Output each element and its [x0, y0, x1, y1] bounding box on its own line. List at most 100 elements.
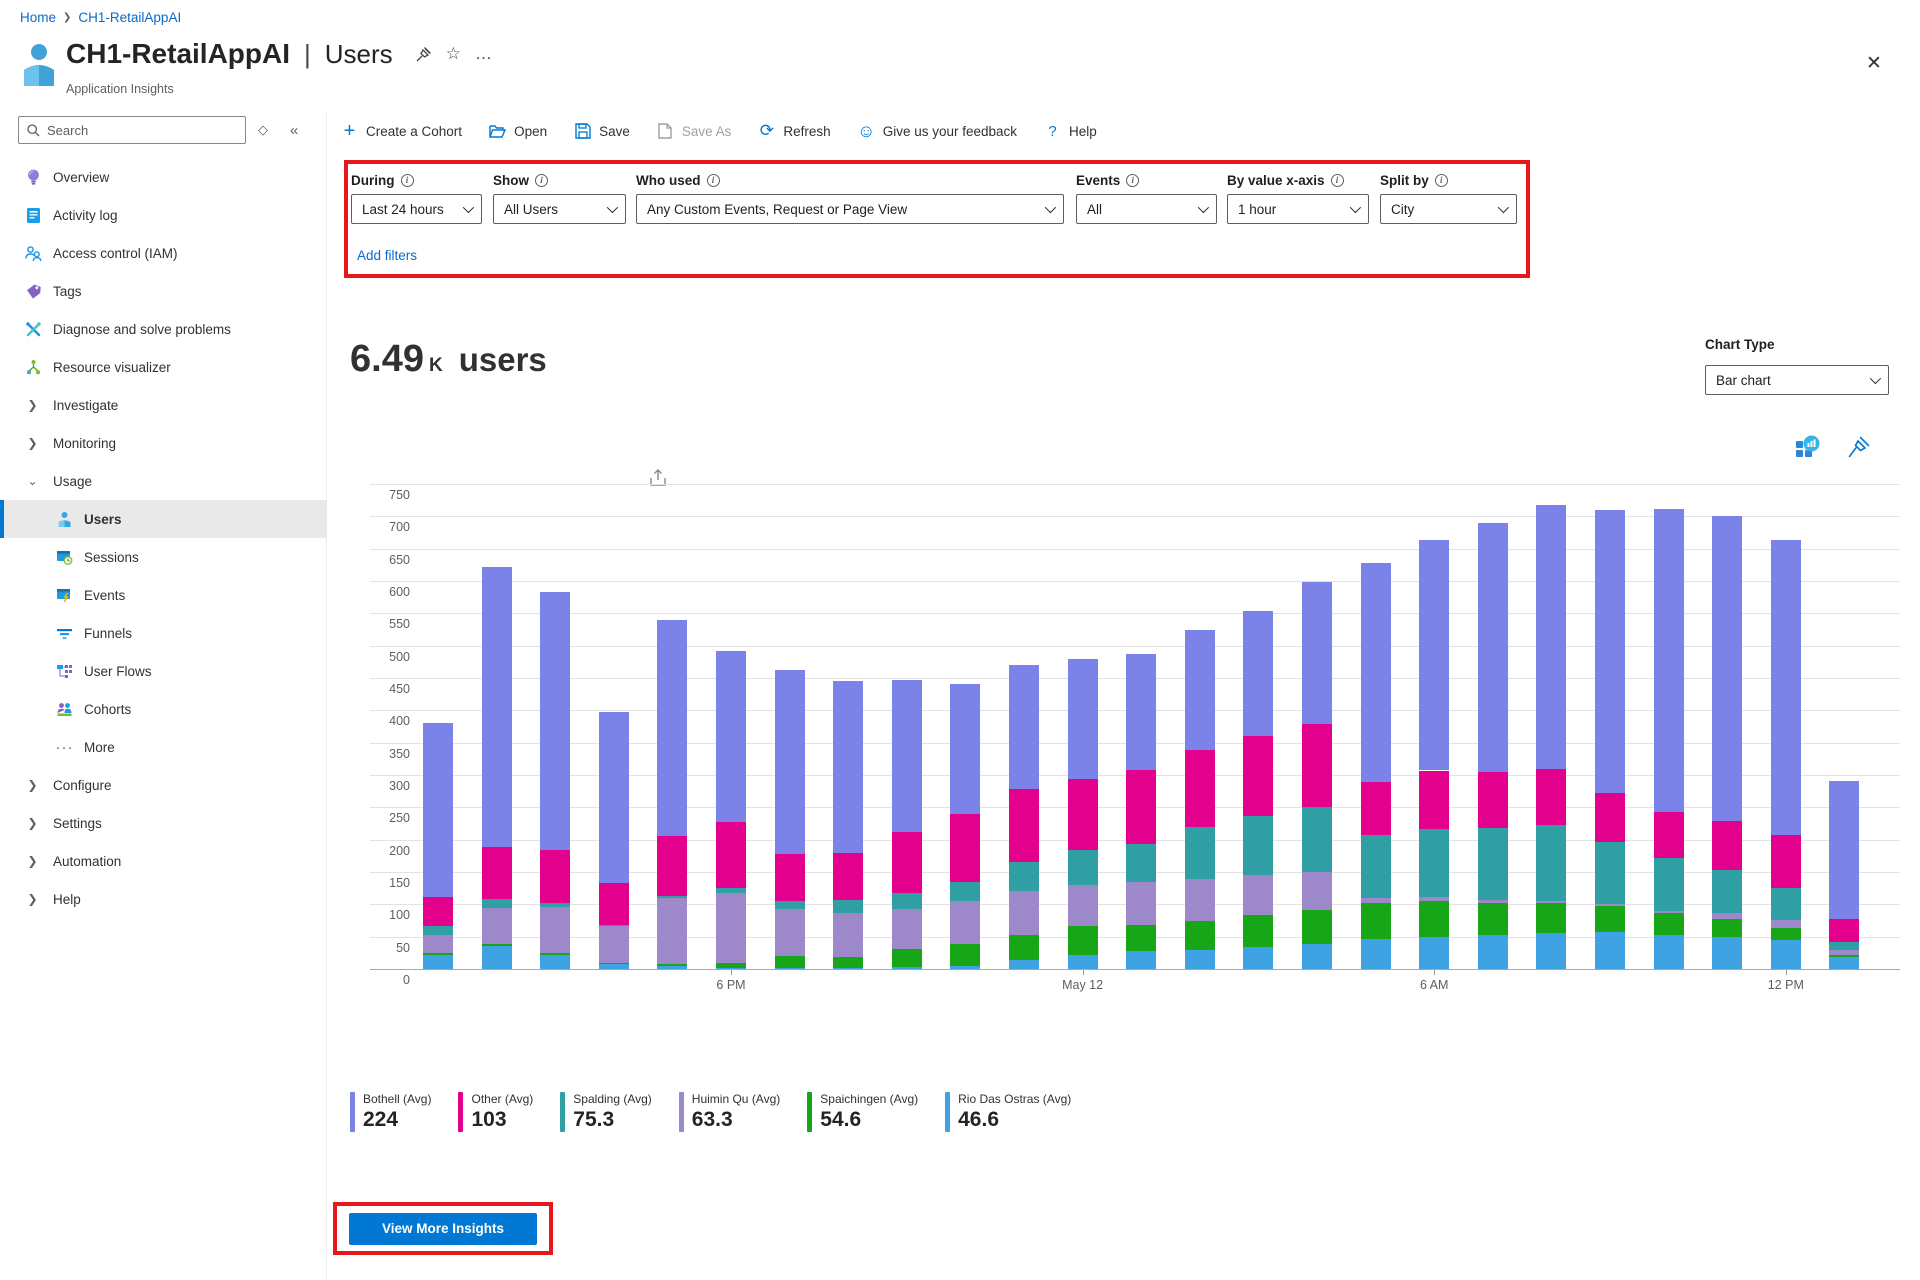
breadcrumb-home-link[interactable]: Home — [20, 10, 57, 25]
bar-segment-spalding-avg-[interactable] — [716, 888, 746, 893]
bar[interactable] — [1829, 781, 1860, 969]
bar-segment-huimin-qu-avg-[interactable] — [423, 934, 453, 953]
bar-segment-other-avg-[interactable] — [1829, 918, 1860, 942]
bar-segment-bothell-avg-[interactable] — [950, 684, 981, 815]
bar-segment-huimin-qu-avg-[interactable] — [950, 901, 981, 944]
bar-segment-huimin-qu-avg-[interactable] — [1009, 891, 1039, 936]
bar-segment-other-avg-[interactable] — [657, 836, 688, 896]
bar-segment-other-avg-[interactable] — [1653, 811, 1684, 858]
bar-segment-bothell-avg-[interactable] — [716, 650, 746, 822]
bar-segment-huimin-qu-avg-[interactable] — [1302, 872, 1332, 910]
bar-segment-other-avg-[interactable] — [1009, 789, 1039, 863]
sidebar-item-events[interactable]: Events — [0, 576, 327, 614]
bar-segment-spaichingen-avg-[interactable] — [1067, 926, 1098, 955]
bar[interactable] — [540, 592, 571, 969]
bar-segment-spalding-avg-[interactable] — [657, 895, 688, 898]
bar-segment-huimin-qu-avg-[interactable] — [833, 913, 864, 958]
bar-segment-other-avg-[interactable] — [540, 850, 571, 904]
bar-segment-bothell-avg-[interactable] — [1712, 516, 1743, 821]
sidebar-item-diagnose[interactable]: Diagnose and solve problems — [0, 310, 327, 348]
bar-segment-spalding-avg-[interactable] — [1009, 862, 1039, 892]
sidebar-group-settings[interactable]: ❯ Settings — [0, 804, 327, 842]
sidebar-item-funnels[interactable]: Funnels — [0, 614, 327, 652]
bar-segment-spaichingen-avg-[interactable] — [1653, 913, 1684, 936]
bar-segment-other-avg-[interactable] — [1712, 820, 1743, 871]
bar-segment-spaichingen-avg-[interactable] — [1126, 925, 1157, 951]
bar[interactable] — [774, 670, 805, 969]
bar-segment-rio-das-ostras-avg-[interactable] — [1477, 935, 1508, 969]
bar-segment-other-avg-[interactable] — [1770, 835, 1801, 888]
bar-segment-spalding-avg-[interactable] — [1302, 807, 1332, 872]
bar-segment-spaichingen-avg-[interactable] — [1009, 935, 1039, 960]
help-button[interactable]: ? Help — [1044, 123, 1096, 140]
bar-segment-huimin-qu-avg-[interactable] — [1653, 910, 1684, 914]
sidebar-item-cohorts[interactable]: Cohorts — [0, 690, 327, 728]
bar-segment-bothell-avg-[interactable] — [657, 619, 688, 837]
bar-segment-spaichingen-avg-[interactable] — [833, 957, 864, 968]
bar[interactable] — [1419, 540, 1450, 969]
bar-segment-bothell-avg-[interactable] — [1829, 781, 1860, 919]
legend-item-spalding-avg-[interactable]: Spalding (Avg) 75.3 — [560, 1092, 652, 1132]
bar-segment-spalding-avg-[interactable] — [1477, 828, 1508, 901]
create-cohort-button[interactable]: + Create a Cohort — [341, 120, 462, 142]
bar-segment-other-avg-[interactable] — [1595, 793, 1625, 843]
bar-segment-rio-das-ostras-avg-[interactable] — [1595, 932, 1625, 969]
bar-segment-rio-das-ostras-avg-[interactable] — [833, 967, 864, 969]
bar-segment-bothell-avg-[interactable] — [774, 670, 805, 854]
bar[interactable] — [598, 711, 629, 969]
bar-segment-spaichingen-avg-[interactable] — [657, 964, 688, 967]
bar-segment-huimin-qu-avg-[interactable] — [1126, 882, 1157, 926]
sidebar-group-investigate[interactable]: ❯ Investigate — [0, 386, 327, 424]
bar-segment-spalding-avg-[interactable] — [1536, 824, 1567, 902]
bar-segment-rio-das-ostras-avg-[interactable] — [598, 964, 629, 969]
bar[interactable] — [891, 679, 922, 969]
bar-segment-spalding-avg-[interactable] — [598, 925, 629, 927]
dock-menu-icon[interactable]: ◇ — [258, 122, 268, 137]
bar-segment-rio-das-ostras-avg-[interactable] — [1067, 954, 1098, 969]
bar[interactable] — [1477, 522, 1508, 969]
bar-segment-spalding-avg-[interactable] — [950, 881, 981, 902]
bar[interactable] — [833, 681, 864, 969]
bar-segment-rio-das-ostras-avg-[interactable] — [891, 967, 922, 969]
bar-segment-spalding-avg-[interactable] — [1712, 870, 1743, 913]
bar-segment-spalding-avg-[interactable] — [423, 926, 453, 935]
bar-segment-spalding-avg-[interactable] — [1067, 850, 1098, 885]
bar-segment-bothell-avg-[interactable] — [598, 711, 629, 883]
bar-segment-other-avg-[interactable] — [1184, 750, 1215, 828]
bar-segment-bothell-avg-[interactable] — [833, 681, 864, 853]
bar-segment-rio-das-ostras-avg-[interactable] — [540, 954, 571, 969]
bar-segment-other-avg-[interactable] — [716, 821, 746, 889]
bar-segment-spalding-avg-[interactable] — [540, 903, 571, 907]
bar-segment-other-avg-[interactable] — [1536, 769, 1567, 825]
save-button[interactable]: Save — [574, 123, 630, 140]
who-used-dropdown[interactable]: Any Custom Events, Request or Page View — [636, 194, 1064, 224]
bar-segment-spalding-avg-[interactable] — [1770, 887, 1801, 920]
bar-segment-spaichingen-avg-[interactable] — [1536, 903, 1567, 934]
bar-segment-bothell-avg-[interactable] — [1243, 611, 1274, 737]
bar-segment-bothell-avg-[interactable] — [1360, 562, 1391, 783]
collapse-menu-icon[interactable]: « — [290, 122, 299, 139]
bar-segment-rio-das-ostras-avg-[interactable] — [657, 966, 688, 969]
bar-segment-spaichingen-avg-[interactable] — [598, 963, 629, 965]
breadcrumb-resource-link[interactable]: CH1-RetailAppAI — [78, 10, 182, 25]
sidebar-item-more[interactable]: ··· More — [0, 728, 327, 766]
bar-segment-bothell-avg-[interactable] — [1653, 508, 1684, 812]
x-axis-dropdown[interactable]: 1 hour — [1227, 194, 1369, 224]
bar-segment-spalding-avg-[interactable] — [1595, 842, 1625, 905]
sidebar-group-configure[interactable]: ❯ Configure — [0, 766, 327, 804]
bar-segment-rio-das-ostras-avg-[interactable] — [423, 954, 453, 969]
sidebar-group-help[interactable]: ❯ Help — [0, 880, 327, 918]
save-as-button[interactable]: Save As — [657, 123, 731, 140]
bar-segment-rio-das-ostras-avg-[interactable] — [1653, 935, 1684, 969]
search-input[interactable] — [47, 122, 217, 138]
bar-segment-spalding-avg-[interactable] — [1653, 857, 1684, 911]
bar-segment-bothell-avg-[interactable] — [1067, 658, 1098, 779]
bar-segment-bothell-avg-[interactable] — [1126, 654, 1157, 771]
bar-segment-spalding-avg-[interactable] — [1243, 816, 1274, 875]
bar-segment-huimin-qu-avg-[interactable] — [1419, 896, 1450, 902]
bar-segment-huimin-qu-avg-[interactable] — [1536, 901, 1567, 904]
bar[interactable] — [423, 723, 453, 969]
bar[interactable] — [657, 619, 688, 969]
more-options-icon[interactable]: … — [474, 44, 492, 63]
bar[interactable] — [1653, 508, 1684, 969]
